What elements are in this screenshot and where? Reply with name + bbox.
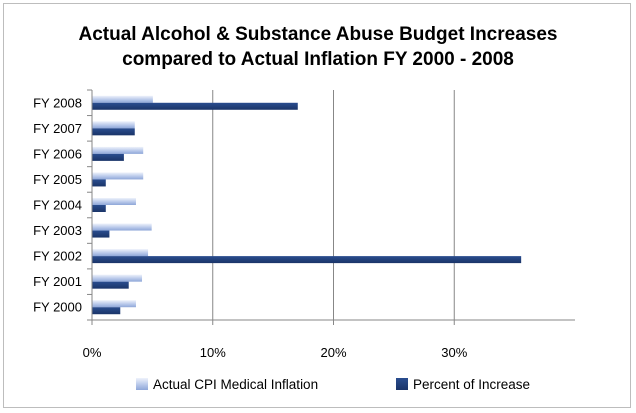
chart-title: Actual Alcohol & Substance Abuse Budget … [0, 22, 636, 72]
y-category-label: FY 2001 [33, 274, 82, 289]
x-tick-label: 10% [200, 345, 226, 360]
bar-percent-of-increase [92, 128, 135, 136]
y-category-label: FY 2005 [33, 172, 82, 187]
legend-item-percent-of-increase-swatch [396, 378, 408, 390]
y-category-label: FY 2007 [33, 121, 82, 136]
y-category-label: FY 2003 [33, 223, 82, 238]
bar-percent-of-increase [92, 179, 106, 187]
bar-percent-of-increase [92, 205, 106, 212]
bar-cpi-medical-inflation [92, 300, 136, 308]
y-category-label: FY 2000 [33, 300, 82, 315]
chart-frame [3, 3, 631, 408]
bar-percent-of-increase [92, 256, 522, 264]
bar-cpi-medical-inflation [92, 121, 135, 129]
bar-cpi-medical-inflation [92, 274, 143, 282]
bar-percent-of-increase [92, 307, 121, 315]
bar-percent-of-increase [92, 102, 298, 110]
bar-cpi-medical-inflation [92, 223, 152, 231]
y-category-label: FY 2008 [33, 95, 82, 110]
chart-title-line-1: Actual Alcohol & Substance Abuse Budget … [78, 24, 558, 45]
x-tick-label: 0% [83, 345, 102, 360]
legend-item-percent-of-increase-label: Percent of Increase [413, 377, 530, 392]
bar-percent-of-increase [92, 281, 129, 289]
x-tick-label: 20% [320, 345, 346, 360]
chart-title-line-2: compared to Actual Inflation FY 2000 - 2… [122, 49, 514, 70]
y-category-label: FY 2004 [33, 198, 82, 213]
bar-cpi-medical-inflation [92, 172, 144, 180]
y-category-label: FY 2006 [33, 146, 82, 161]
legend-item-cpi-medical-inflation-label: Actual CPI Medical Inflation [153, 377, 318, 392]
bar-percent-of-increase [92, 153, 124, 161]
bar-cpi-medical-inflation [92, 198, 136, 205]
bar-cpi-medical-inflation [92, 95, 153, 103]
bar-cpi-medical-inflation [92, 249, 149, 257]
x-tick-label: 30% [441, 345, 467, 360]
legend-item-cpi-medical-inflation-swatch [136, 378, 148, 390]
bar-percent-of-increase [92, 230, 110, 238]
bar-cpi-medical-inflation [92, 146, 144, 154]
y-category-label: FY 2002 [33, 249, 82, 264]
